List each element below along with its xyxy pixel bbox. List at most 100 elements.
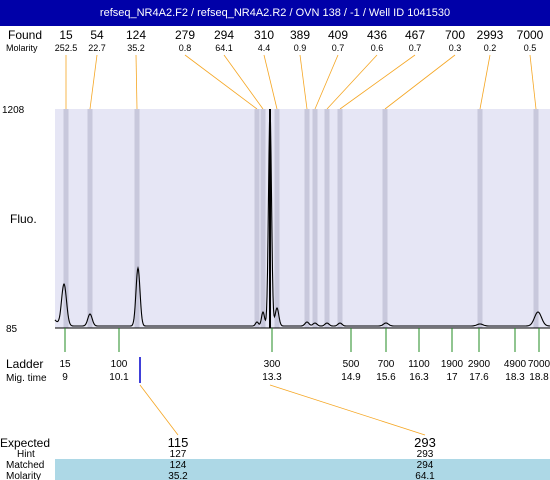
ladder-mig-time: 18.8 (529, 372, 549, 383)
ladder-mig-time: 9 (62, 372, 68, 383)
ladder-mig-time: 14.9 (341, 372, 361, 383)
peak-band (477, 109, 483, 328)
peak-band (382, 109, 388, 328)
matched-molarity: 64.1 (415, 471, 435, 480)
hint-size: 127 (170, 449, 187, 460)
ladder-mig-time: 18.3 (505, 372, 525, 383)
bottom-molarity-label: Molarity (6, 471, 41, 480)
peak-connector (314, 54, 339, 110)
ladder-mig-time: 10.1 (109, 372, 129, 383)
ladder-size: 15 (59, 359, 71, 370)
peak-connector (339, 54, 416, 110)
found-molarity: 0.7 (332, 43, 345, 53)
peak-band (87, 109, 93, 328)
molarity-label: Molarity (6, 43, 38, 53)
peak-connector (184, 54, 258, 110)
found-size: 2993 (477, 28, 504, 42)
found-size: 310 (254, 28, 274, 42)
ladder-size: 4900 (504, 359, 527, 370)
ladder-size: 1900 (441, 359, 464, 370)
ladder-markers: 15 9 100 10.1 300 13.3 500 14.9 700 15.6 1100 16.3 1… (59, 328, 550, 383)
ladder-size: 1100 (408, 359, 430, 370)
peak-band (63, 109, 69, 328)
matched-size: 294 (417, 460, 434, 471)
ladder-mig-time: 17.6 (469, 372, 489, 383)
found-molarity: 0.8 (179, 43, 192, 53)
expected-size: 293 (414, 435, 436, 450)
peak-band (312, 109, 318, 328)
ladder-mig-time: 16.3 (409, 372, 429, 383)
found-molarity: 0.2 (484, 43, 497, 53)
peak-connector (135, 54, 138, 110)
expected-connector (139, 384, 179, 436)
found-size: 700 (445, 28, 465, 42)
found-size: 389 (290, 28, 310, 42)
ladder-size: 300 (264, 359, 281, 370)
found-molarity: 0.7 (409, 43, 422, 53)
ladder-size: 500 (343, 359, 360, 370)
ladder-size: 7000 (528, 359, 550, 370)
peak-connector (223, 54, 264, 110)
peak-band (260, 109, 266, 328)
found-molarity: 4.4 (258, 43, 271, 53)
peak-connector (479, 54, 491, 110)
found-size: 124 (126, 28, 146, 42)
found-molarity: 22.7 (88, 43, 106, 53)
found-size: 294 (214, 28, 234, 42)
found-molarity: 0.3 (449, 43, 462, 53)
hint-size: 293 (417, 449, 434, 460)
found-molarity: 64.1 (215, 43, 233, 53)
peak-connector (384, 54, 456, 110)
ladder-label: Ladder (6, 357, 43, 371)
plot-area (55, 109, 550, 328)
found-size: 436 (367, 28, 387, 42)
ladder-mig-time: 17 (446, 372, 458, 383)
found-label: Found (8, 28, 42, 42)
found-size: 15 (59, 28, 73, 42)
peak-connectors (65, 54, 537, 110)
found-size: 467 (405, 28, 425, 42)
peak-connector (326, 54, 378, 110)
hint-label: Hint (17, 449, 35, 460)
peak-connector (89, 54, 98, 110)
peak-band (304, 109, 310, 328)
matched-molarity: 35.2 (168, 471, 188, 480)
found-molarity: 252.5 (55, 43, 78, 53)
expected-label: Expected (0, 436, 50, 450)
peak-band (324, 109, 330, 328)
y-axis-label: Fluo. (10, 212, 37, 226)
peak-connector (299, 54, 308, 110)
matched-label: Matched (6, 460, 44, 471)
expected-size: 115 (168, 435, 189, 450)
found-molarity: 0.6 (371, 43, 384, 53)
y-tick-top: 1208 (2, 105, 25, 116)
ladder-mig-time: 13.3 (262, 372, 282, 383)
found-size: 409 (328, 28, 348, 42)
matched-molarity-highlight (55, 459, 550, 480)
peak-band (337, 109, 343, 328)
y-tick-bottom: 85 (6, 324, 18, 335)
peak-band (274, 109, 280, 328)
peak-connector (263, 54, 278, 110)
peak-band (254, 109, 260, 328)
peak-band (134, 109, 140, 328)
peak-band (533, 109, 539, 328)
ladder-size: 700 (378, 359, 395, 370)
ladder-size: 100 (111, 359, 128, 370)
matched-size: 124 (170, 460, 187, 471)
expected-connector (269, 384, 426, 436)
found-size: 7000 (517, 28, 544, 42)
found-molarity: 35.2 (127, 43, 145, 53)
found-size: 279 (175, 28, 195, 42)
fluorescence-trace (54, 110, 550, 327)
ladder-size: 2900 (468, 359, 491, 370)
peak-connector (529, 54, 537, 110)
ladder-mig-time: 15.6 (376, 372, 396, 383)
found-molarity: 0.9 (294, 43, 307, 53)
found-molarity: 0.5 (524, 43, 537, 53)
mig-time-label: Mig. time (6, 373, 47, 384)
window-title: refseq_NR4A2.F2 / refseq_NR4A2.R2 / OVN … (0, 0, 550, 26)
